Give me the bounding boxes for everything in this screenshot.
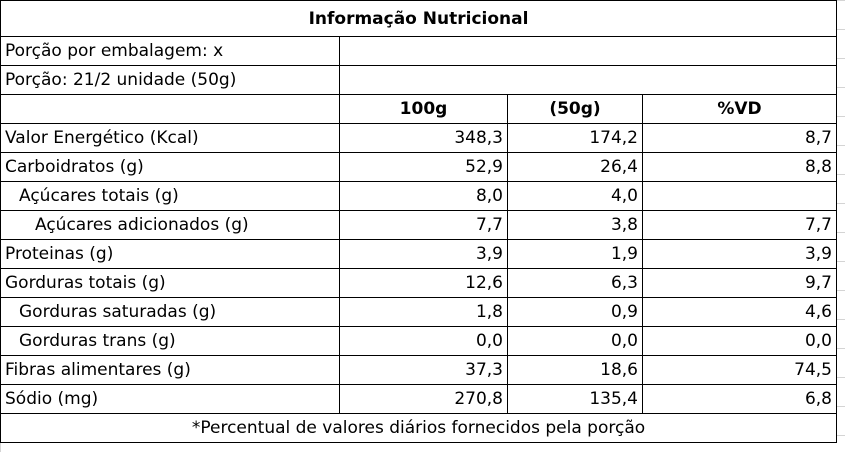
table-row: Sódio (mg) 270,8 135,4 6,8 bbox=[0, 384, 837, 414]
value-vd bbox=[642, 181, 837, 211]
value-50g: 4,0 bbox=[507, 181, 643, 211]
nutrition-facts-table: Informação Nutricional Porção por embala… bbox=[0, 0, 837, 443]
row-label: Gorduras trans (g) bbox=[0, 326, 340, 356]
value-100g: 0,0 bbox=[339, 326, 508, 356]
table-row: Gorduras trans (g) 0,0 0,0 0,0 bbox=[0, 326, 837, 356]
table-row: Valor Energético (Kcal) 348,3 174,2 8,7 bbox=[0, 123, 837, 153]
value-50g: 1,9 bbox=[507, 239, 643, 269]
value-vd: 3,9 bbox=[642, 239, 837, 269]
value-vd: 4,6 bbox=[642, 297, 837, 327]
serving-size: Porção: 21/2 unidade (50g) bbox=[0, 65, 340, 95]
header-50g: (50g) bbox=[507, 94, 643, 124]
table-row: Gorduras totais (g) 12,6 6,3 9,7 bbox=[0, 268, 837, 298]
value-100g: 37,3 bbox=[339, 355, 508, 385]
value-50g: 174,2 bbox=[507, 123, 643, 153]
table-title: Informação Nutricional bbox=[0, 0, 837, 37]
serving-per-package: Porção por embalagem: x bbox=[0, 36, 340, 66]
value-100g: 270,8 bbox=[339, 384, 508, 414]
value-50g: 26,4 bbox=[507, 152, 643, 182]
value-100g: 1,8 bbox=[339, 297, 508, 327]
table-row: Gorduras saturadas (g) 1,8 0,9 4,6 bbox=[0, 297, 837, 327]
blank-cell bbox=[339, 36, 837, 66]
blank-cell bbox=[339, 65, 837, 95]
value-100g: 8,0 bbox=[339, 181, 508, 211]
value-100g: 3,9 bbox=[339, 239, 508, 269]
value-50g: 135,4 bbox=[507, 384, 643, 414]
row-label: Gorduras saturadas (g) bbox=[0, 297, 340, 327]
table-row: Proteinas (g) 3,9 1,9 3,9 bbox=[0, 239, 837, 269]
value-vd: 8,7 bbox=[642, 123, 837, 153]
value-100g: 52,9 bbox=[339, 152, 508, 182]
value-50g: 0,9 bbox=[507, 297, 643, 327]
header-100g: 100g bbox=[339, 94, 508, 124]
value-50g: 0,0 bbox=[507, 326, 643, 356]
value-vd: 8,8 bbox=[642, 152, 837, 182]
value-50g: 18,6 bbox=[507, 355, 643, 385]
row-label: Sódio (mg) bbox=[0, 384, 340, 414]
row-label: Açúcares totais (g) bbox=[0, 181, 340, 211]
value-vd: 9,7 bbox=[642, 268, 837, 298]
header-blank-cell bbox=[0, 94, 340, 124]
table-row: Fibras alimentares (g) 37,3 18,6 74,5 bbox=[0, 355, 837, 385]
row-label: Proteinas (g) bbox=[0, 239, 340, 269]
value-50g: 6,3 bbox=[507, 268, 643, 298]
table-row: Açúcares adicionados (g) 7,7 3,8 7,7 bbox=[0, 210, 837, 240]
table-row: Carboidratos (g) 52,9 26,4 8,8 bbox=[0, 152, 837, 182]
value-vd: 0,0 bbox=[642, 326, 837, 356]
row-label: Fibras alimentares (g) bbox=[0, 355, 340, 385]
table-row: Açúcares totais (g) 8,0 4,0 bbox=[0, 181, 837, 211]
row-label: Valor Energético (Kcal) bbox=[0, 123, 340, 153]
header-vd: %VD bbox=[642, 94, 837, 124]
row-label: Açúcares adicionados (g) bbox=[0, 210, 340, 240]
value-100g: 7,7 bbox=[339, 210, 508, 240]
row-label: Carboidratos (g) bbox=[0, 152, 340, 182]
value-100g: 12,6 bbox=[339, 268, 508, 298]
row-label: Gorduras totais (g) bbox=[0, 268, 340, 298]
value-vd: 74,5 bbox=[642, 355, 837, 385]
value-50g: 3,8 bbox=[507, 210, 643, 240]
value-vd: 6,8 bbox=[642, 384, 837, 414]
value-vd: 7,7 bbox=[642, 210, 837, 240]
value-100g: 348,3 bbox=[339, 123, 508, 153]
footnote: *Percentual de valores diários fornecido… bbox=[0, 413, 837, 443]
